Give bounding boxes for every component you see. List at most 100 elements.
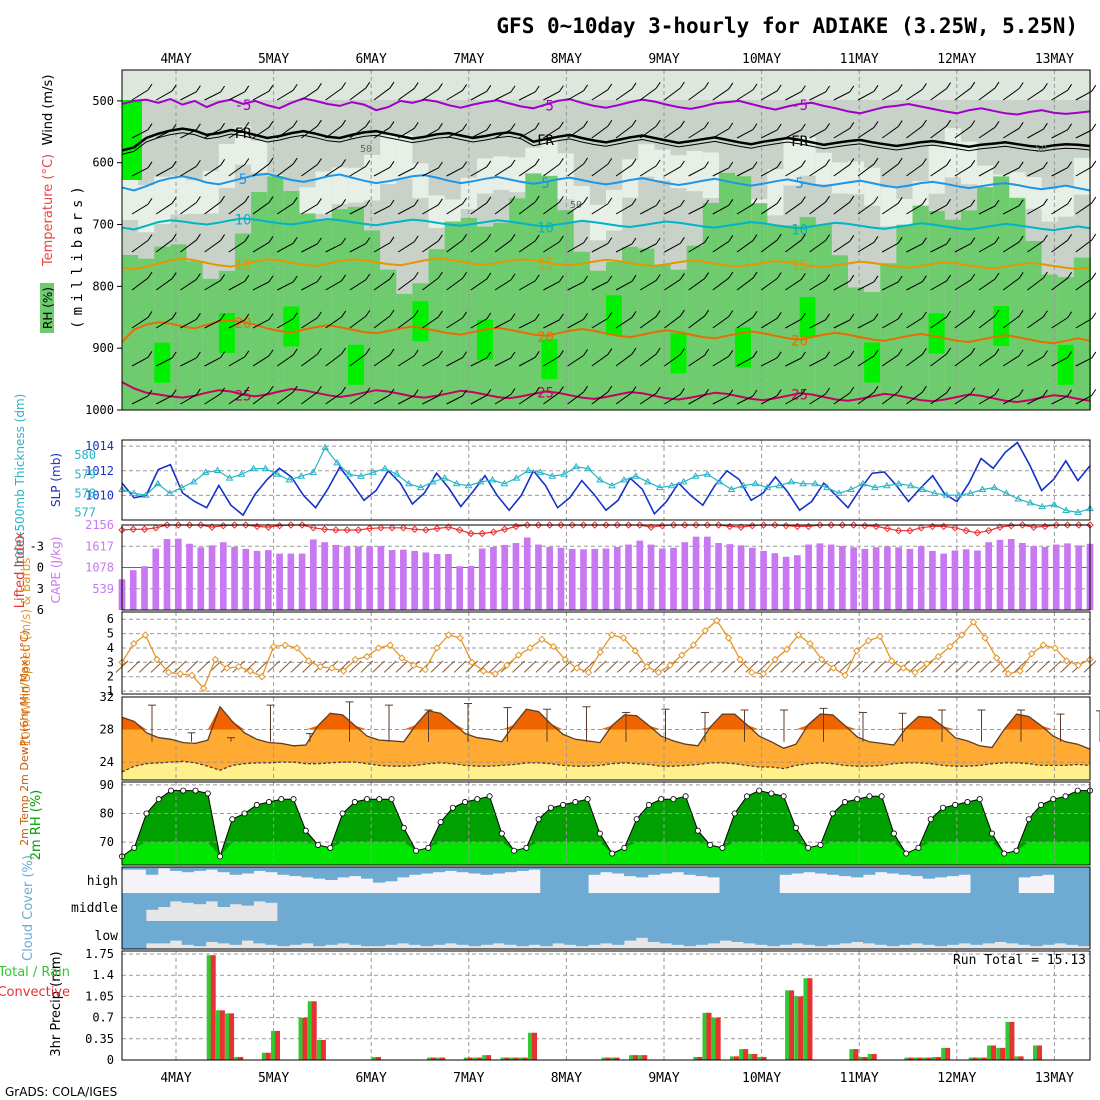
rh2m-point [302,827,309,834]
wind-barb [389,81,395,89]
wind-barb [147,271,153,279]
wind-barb [760,203,778,215]
thickness-point [620,476,628,483]
wind-barb [1042,198,1048,206]
thickness-point [524,466,533,473]
wind-barb [704,161,710,168]
wind-barb [301,164,318,177]
wind-barb [1075,278,1093,291]
wind-barb [1051,395,1068,405]
temp-tick: 32 [100,690,114,704]
li-point [1052,521,1060,529]
rh2m-point [939,804,946,811]
wind-barb [873,349,879,357]
li-point [242,521,250,529]
wind-barb [897,236,903,244]
date-label-bottom: 9MAY [648,1071,679,1086]
wind-barb [688,354,705,367]
wind-speed-point [899,664,908,672]
wind-barb [607,197,613,205]
cape-bar [625,544,632,610]
wind-barb [228,356,246,367]
wind-barb [422,316,439,329]
wind-barb [558,350,564,357]
thickness-point [894,479,903,487]
wind-barb [268,275,274,283]
temperature-area [122,706,1090,772]
wind-speed-point [199,684,208,692]
cloud-cover-bar [504,921,517,945]
cape-bar [670,547,677,610]
cloud-cover-bar [874,867,888,873]
cloud-cover-bar [313,893,326,921]
cape-bar [208,545,216,610]
wind-barb [639,205,657,215]
wind-barb [1091,123,1097,131]
cloud-cover-bar [241,921,254,941]
cloud-cover-bar [695,867,709,877]
rh2m-point [131,844,138,851]
wind-barb [752,271,758,279]
wind-barb [276,391,294,405]
cloud-cover-bar [839,921,852,944]
thickness-point [727,485,736,493]
li-point [264,523,273,531]
wind-barb [873,121,879,128]
cape-bar [490,546,497,610]
cloud-cover-bar [767,867,780,893]
wind-barb [486,312,492,320]
wind-barb [518,319,536,329]
thickness-point [249,464,258,472]
cape-bar [366,546,373,610]
wind-barb [228,241,246,253]
wind-barb [712,204,730,215]
wind-speed-point [666,661,674,669]
wind-barb [171,233,177,241]
wind-barb [921,158,927,165]
thickness-point [237,470,246,477]
cloud-cover-bar [671,867,685,873]
wind-barb [583,157,589,165]
wind-barb [180,129,197,139]
wind-barb [897,157,903,165]
wind-barb [591,281,609,291]
precip-total-bar [794,996,800,1060]
wind-barb [325,125,342,139]
cloud-cover-bar [827,893,840,921]
precip-total-bar [225,1013,231,1060]
li-point [647,523,655,531]
cape-bar [861,548,869,610]
wind-barb [268,84,274,92]
rh2m-point [1074,787,1081,794]
thickness-tick: 578 [74,486,96,500]
wind-barb [1075,357,1093,367]
precip-total-legend: Total / Rain [0,965,70,980]
wind-barb [978,205,996,215]
wind-barb [494,239,512,253]
wind-barb [195,160,201,167]
precip-total-bar [739,1049,745,1060]
cloud-cover-bar [934,867,948,878]
wind-speed-point [246,667,254,675]
cloud-cover-bar [922,921,936,945]
thickness-point [871,483,879,491]
cloud-cover-bar [1078,921,1091,947]
precip-total-bar [711,1017,717,1060]
wind-barb [833,91,851,101]
precip-conv-bar [734,1056,740,1060]
cloud-cover-bar [1042,893,1055,921]
cape-bar [276,553,283,610]
wind-speed-point [923,660,931,668]
wind-barb-10m [768,660,782,673]
cloud-cover-bar [396,867,410,878]
wind-barb [486,85,492,92]
wind-barb [760,278,778,291]
wind-barb [752,311,758,318]
wind-barb [712,128,730,139]
wind-barb [365,160,371,167]
precip-total-bar [463,1057,469,1060]
wind-barb [849,195,855,203]
wind-speed-point [304,657,313,665]
wind-barb-10m [255,660,269,673]
